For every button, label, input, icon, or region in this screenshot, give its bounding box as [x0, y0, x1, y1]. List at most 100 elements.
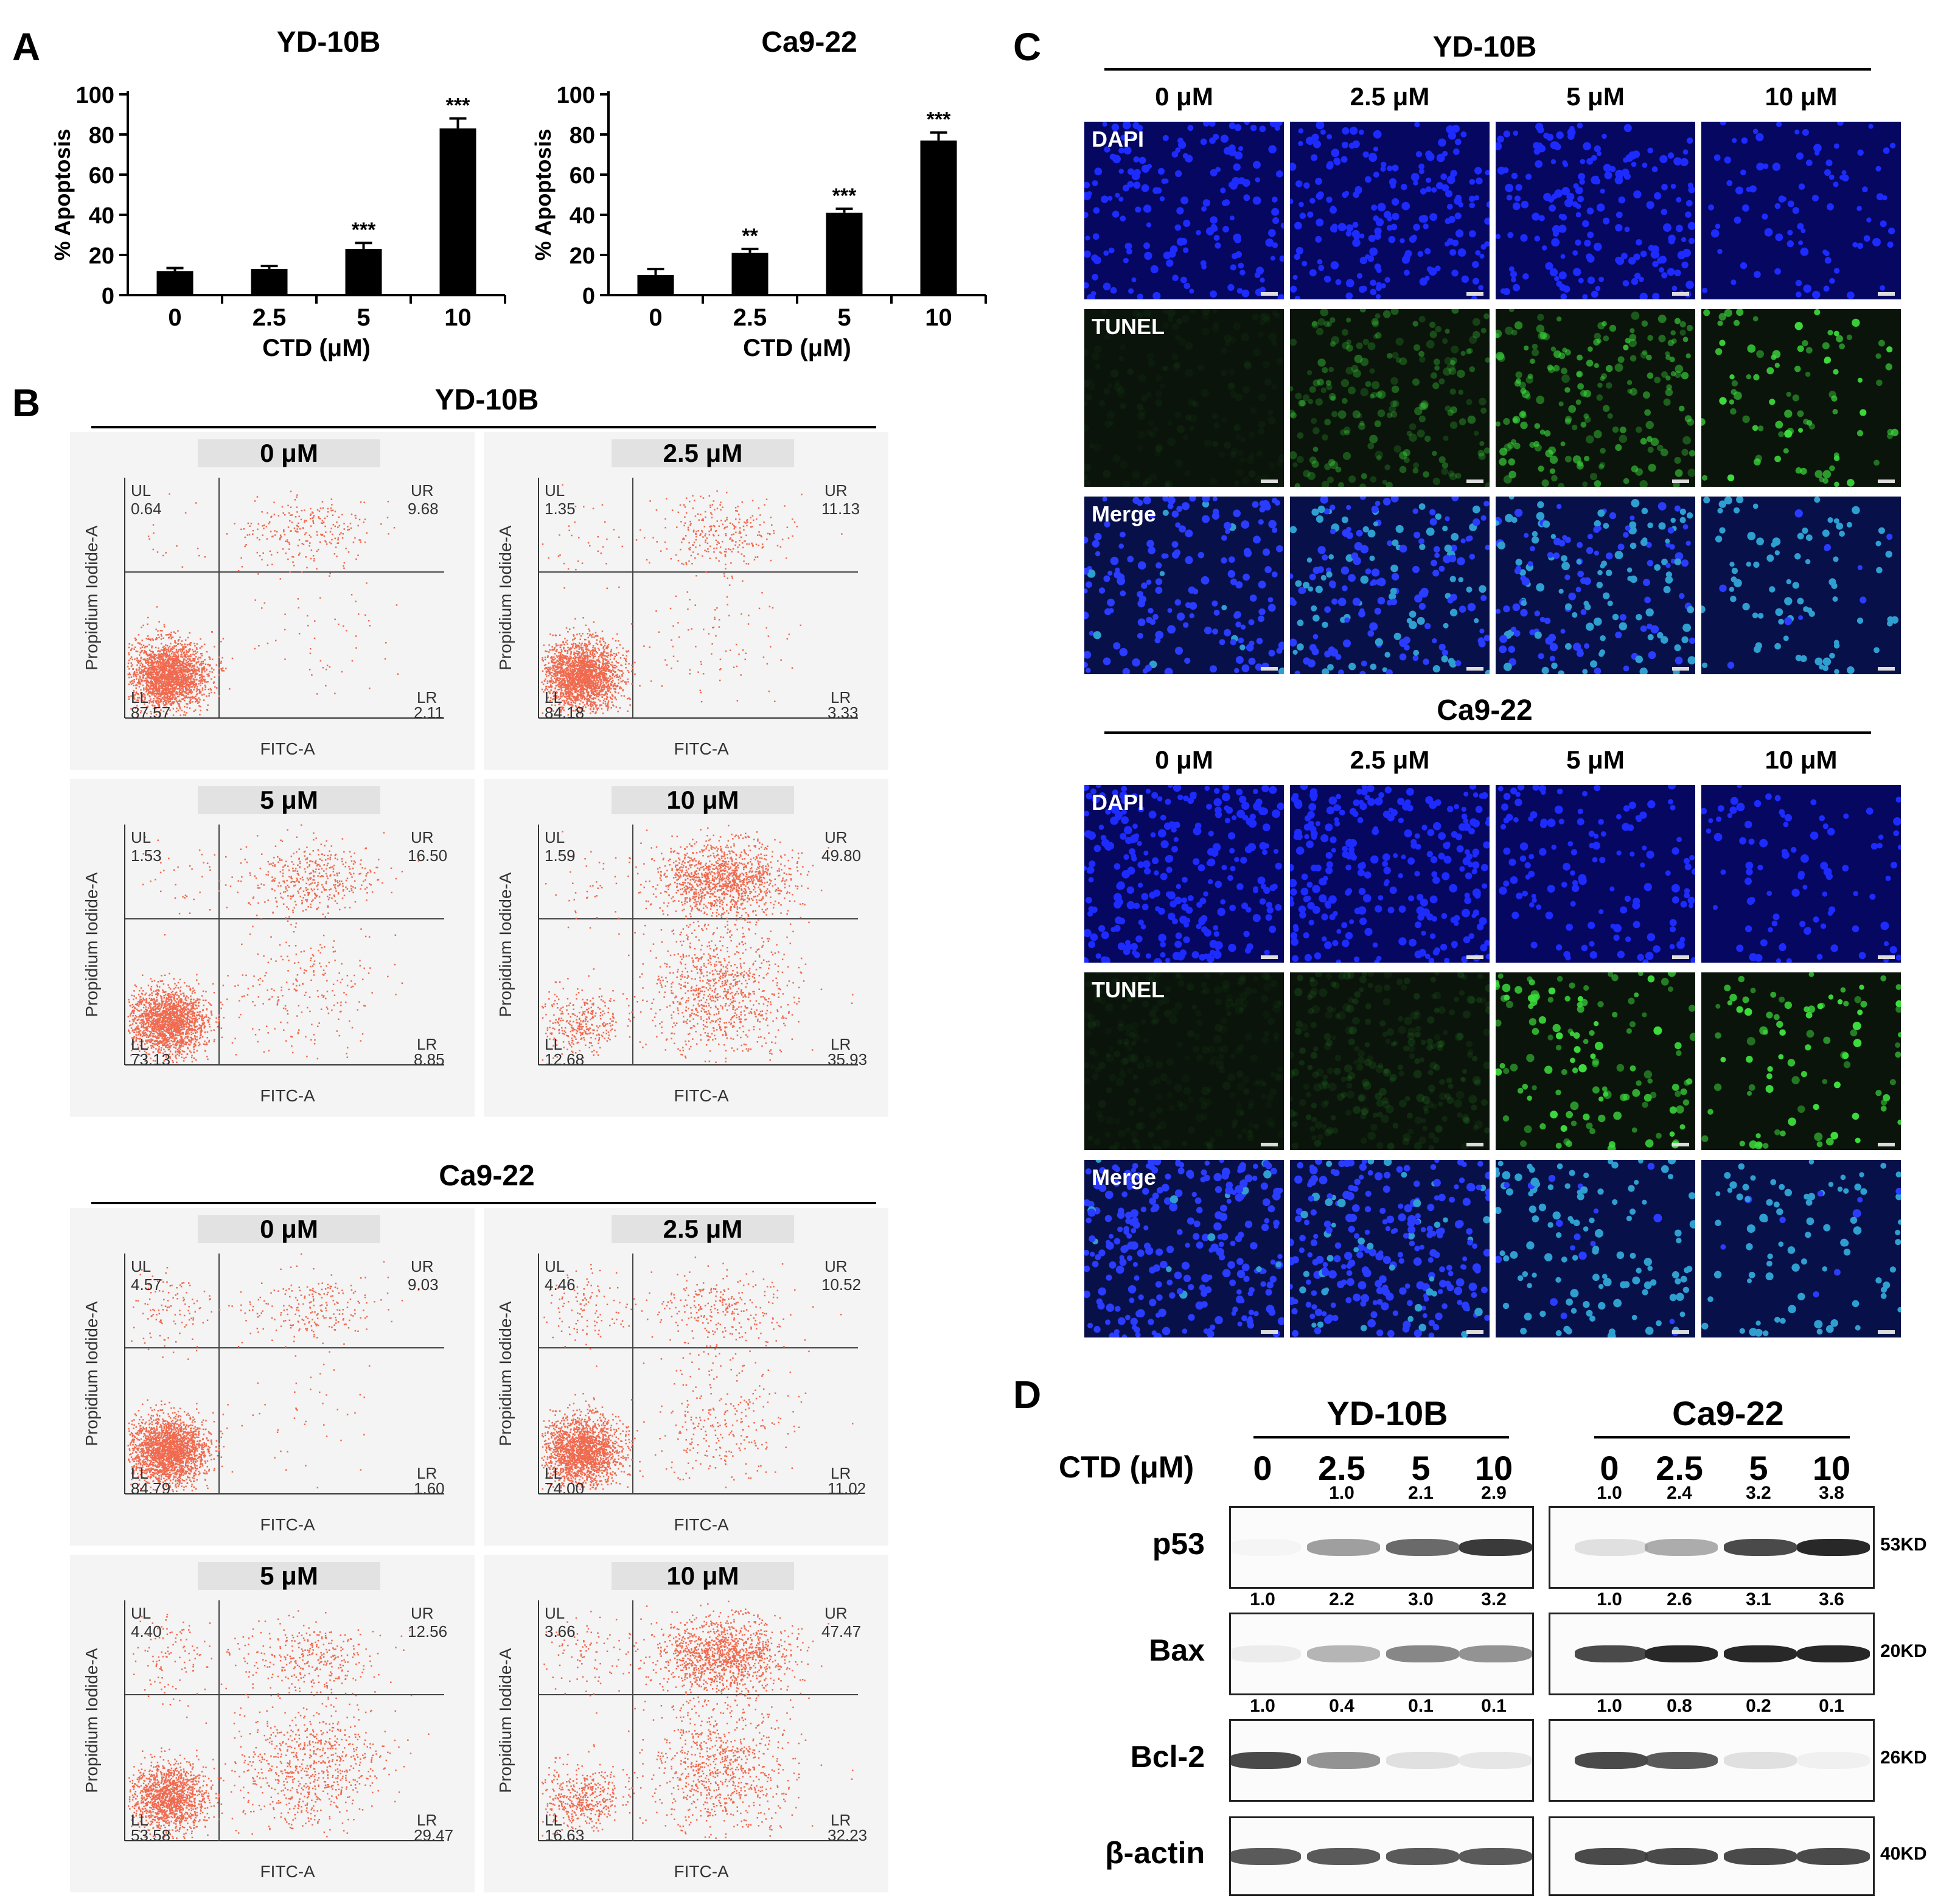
cell-nucleus: [1092, 274, 1098, 281]
cell-nucleus: [1105, 1003, 1114, 1012]
y-tick-label: 100: [76, 83, 114, 108]
cell-nucleus: [1820, 862, 1828, 870]
ul-value: 1.53: [131, 846, 162, 865]
cell-nucleus: [1218, 1054, 1224, 1060]
cell-nucleus: [1603, 592, 1610, 599]
cell-nucleus: [1389, 886, 1397, 894]
cell-nucleus: [1452, 943, 1457, 949]
cell-nucleus: [1684, 415, 1692, 422]
cell-nucleus: [1358, 888, 1366, 895]
cell-nucleus: [1087, 191, 1092, 197]
cell-nucleus: [1379, 1020, 1386, 1027]
cell-nucleus: [1230, 578, 1237, 585]
cell-nucleus: [1357, 413, 1362, 419]
cell-nucleus: [1171, 846, 1178, 853]
cell-nucleus: [1337, 482, 1344, 487]
ul-value: 4.40: [131, 1622, 162, 1641]
cell-nucleus: [1374, 420, 1381, 427]
lr-label: LR: [417, 688, 437, 706]
cell-nucleus: [1572, 201, 1578, 207]
cell-nucleus: [1617, 356, 1625, 363]
cell-nucleus: [1449, 472, 1457, 481]
cell-nucleus: [1752, 316, 1759, 322]
cell-nucleus: [1328, 392, 1336, 400]
cell-nucleus: [1185, 556, 1193, 565]
cell-nucleus: [1875, 540, 1881, 546]
cell-field: [1701, 497, 1901, 674]
flow-plot: 5 μM UL 1.53 UR 16.50 LL 73.13 LR 8.85 FITC-A Prop…: [70, 779, 475, 1117]
cell-field: [1496, 309, 1695, 487]
cell-nucleus: [1519, 569, 1526, 576]
cell-nucleus: [1421, 930, 1426, 936]
flow-conc-label: 2.5 μM: [612, 1215, 794, 1243]
cell-nucleus: [1241, 520, 1250, 529]
cell-nucleus: [1550, 141, 1558, 150]
cell-nucleus: [1364, 871, 1372, 879]
cell-nucleus: [1593, 834, 1599, 839]
cell-nucleus: [1471, 295, 1477, 299]
cell-nucleus: [1235, 621, 1242, 628]
cell-nucleus: [1115, 811, 1123, 819]
cell-nucleus: [1158, 907, 1165, 915]
cell-nucleus: [1315, 235, 1322, 243]
cell-nucleus: [1313, 1083, 1322, 1092]
chart-title: YD-10B: [277, 26, 381, 58]
cell-nucleus: [1727, 661, 1735, 669]
cell-nucleus: [1380, 161, 1387, 168]
ur-label: UR: [411, 481, 434, 500]
cell-nucleus: [1307, 211, 1314, 218]
cell-nucleus: [1197, 864, 1205, 871]
cell-nucleus: [1227, 383, 1236, 391]
lane-concentration: 2.5: [1656, 1449, 1703, 1487]
cell-nucleus: [1485, 357, 1490, 363]
cell-nucleus: [1429, 518, 1437, 526]
cell-nucleus: [1874, 459, 1880, 466]
cell-nucleus: [1202, 309, 1210, 315]
cell-nucleus: [1407, 1027, 1416, 1036]
cell-nucleus: [1353, 369, 1361, 378]
cell-nucleus: [1390, 497, 1399, 503]
cell-nucleus: [1213, 925, 1219, 931]
y-axis-label: Propidium Iodide-A: [496, 1648, 515, 1793]
cell-nucleus: [1756, 537, 1764, 546]
concentration-label: 5 μM: [1566, 82, 1625, 111]
cell-nucleus: [1312, 885, 1320, 893]
cell-nucleus: [1327, 476, 1334, 483]
molecular-weight-label: 53KD: [1880, 1535, 1927, 1555]
cell-nucleus: [1539, 429, 1546, 435]
cell-nucleus: [1852, 506, 1860, 515]
cell-nucleus: [1510, 439, 1517, 445]
cell-nucleus: [1152, 291, 1161, 299]
cell-nucleus: [1101, 931, 1109, 940]
cell-nucleus: [1472, 848, 1480, 856]
cell-nucleus: [1221, 535, 1227, 541]
cell-nucleus: [1442, 150, 1448, 157]
cell-nucleus: [1146, 222, 1152, 228]
cell-nucleus: [1138, 806, 1145, 812]
cell-nucleus: [1515, 371, 1522, 378]
cell-nucleus: [1243, 1088, 1250, 1095]
cell-nucleus: [1271, 197, 1278, 203]
cell-nucleus: [1105, 1132, 1110, 1138]
cell-nucleus: [1461, 908, 1470, 918]
cell-nucleus: [1582, 669, 1588, 674]
cell-nucleus: [1114, 1142, 1120, 1148]
cell-nucleus: [1101, 956, 1108, 963]
cell-nucleus: [1141, 893, 1149, 901]
cell-nucleus: [1236, 1070, 1244, 1078]
cell-nucleus: [1270, 980, 1277, 988]
cell-nucleus: [1238, 1007, 1244, 1013]
cell-nucleus: [1157, 796, 1163, 802]
cell-nucleus: [1107, 598, 1115, 607]
cell-nucleus: [1514, 509, 1523, 517]
cell-nucleus: [1558, 818, 1564, 825]
cell-nucleus: [1232, 815, 1237, 820]
cell-nucleus: [1412, 467, 1419, 474]
cell-nucleus: [1171, 151, 1179, 158]
cell-nucleus: [1104, 521, 1110, 528]
y-tick-label: 80: [570, 123, 595, 148]
cell-nucleus: [1558, 401, 1564, 406]
protein-band: [1575, 1539, 1648, 1556]
cell-nucleus: [1148, 607, 1154, 614]
blot-strip: [1229, 1613, 1534, 1695]
